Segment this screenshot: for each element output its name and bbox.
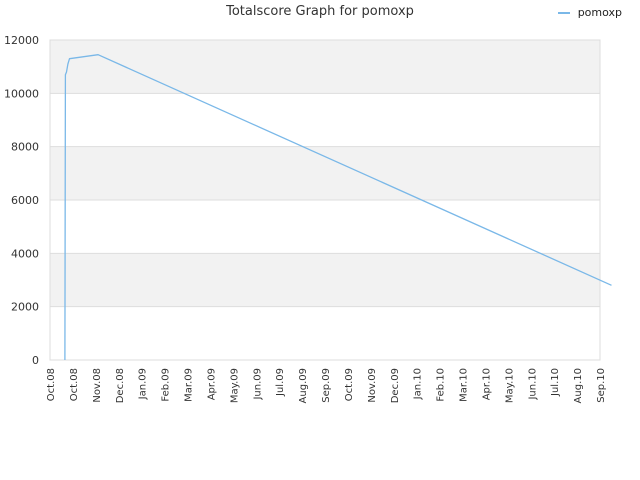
plot-frame bbox=[49, 39, 601, 361]
x-tick-label: Mar.09 bbox=[184, 368, 195, 402]
x-tick-label: Nov.08 bbox=[92, 368, 103, 403]
x-tick-label: Sep.10 bbox=[596, 368, 607, 403]
x-tick-label: Oct.09 bbox=[344, 368, 355, 401]
x-tick-label: May.10 bbox=[504, 368, 515, 403]
x-tick-label: Apr.10 bbox=[481, 368, 492, 400]
plot-band bbox=[50, 40, 600, 94]
series-line-pomoxp bbox=[64, 54, 612, 361]
plot-band bbox=[50, 200, 600, 254]
plot-band bbox=[50, 93, 600, 147]
x-tick-label: Jan.09 bbox=[138, 368, 149, 400]
y-tick-label: 8000 bbox=[11, 141, 39, 154]
y-tick-label: 6000 bbox=[11, 194, 39, 207]
x-tick-label: May.09 bbox=[229, 368, 240, 403]
x-tick-label: Jul.09 bbox=[275, 368, 286, 397]
x-tick-label: Feb.09 bbox=[161, 368, 172, 402]
y-tick-label: 4000 bbox=[11, 247, 39, 260]
y-tick-label: 10000 bbox=[4, 87, 39, 100]
legend-label: pomoxp bbox=[577, 6, 622, 19]
x-tick-label: Aug.09 bbox=[298, 368, 309, 403]
y-tick-label: 12000 bbox=[4, 34, 39, 47]
x-tick-label: Aug.10 bbox=[573, 368, 584, 403]
x-tick-label: Jan.10 bbox=[413, 368, 424, 400]
chart-title: Totalscore Graph for pomoxp bbox=[226, 4, 414, 19]
plot-band bbox=[50, 306, 600, 360]
x-tick-label: Jul.10 bbox=[550, 368, 561, 397]
x-tick-label: Jun.09 bbox=[252, 368, 263, 401]
y-tick-label: 2000 bbox=[11, 301, 39, 314]
x-tick-label: Dec.09 bbox=[390, 368, 401, 403]
x-tick-label: Sep.09 bbox=[321, 368, 332, 403]
x-tick-label: Nov.09 bbox=[367, 368, 378, 403]
x-tick-label: Dec.08 bbox=[115, 368, 126, 403]
plot-band bbox=[50, 146, 600, 200]
x-tick-label: Apr.09 bbox=[206, 368, 217, 400]
plot-band bbox=[50, 253, 600, 307]
x-tick-label: Oct.08 bbox=[69, 368, 80, 401]
legend-swatch bbox=[557, 11, 570, 14]
x-tick-label: Mar.10 bbox=[459, 368, 470, 402]
y-tick-label: 0 bbox=[32, 354, 39, 367]
legend: pomoxp bbox=[557, 6, 622, 19]
x-tick-label: Oct.08 bbox=[46, 368, 57, 401]
x-tick-label: Feb.10 bbox=[436, 368, 447, 402]
x-tick-label: Jun.10 bbox=[527, 368, 538, 401]
